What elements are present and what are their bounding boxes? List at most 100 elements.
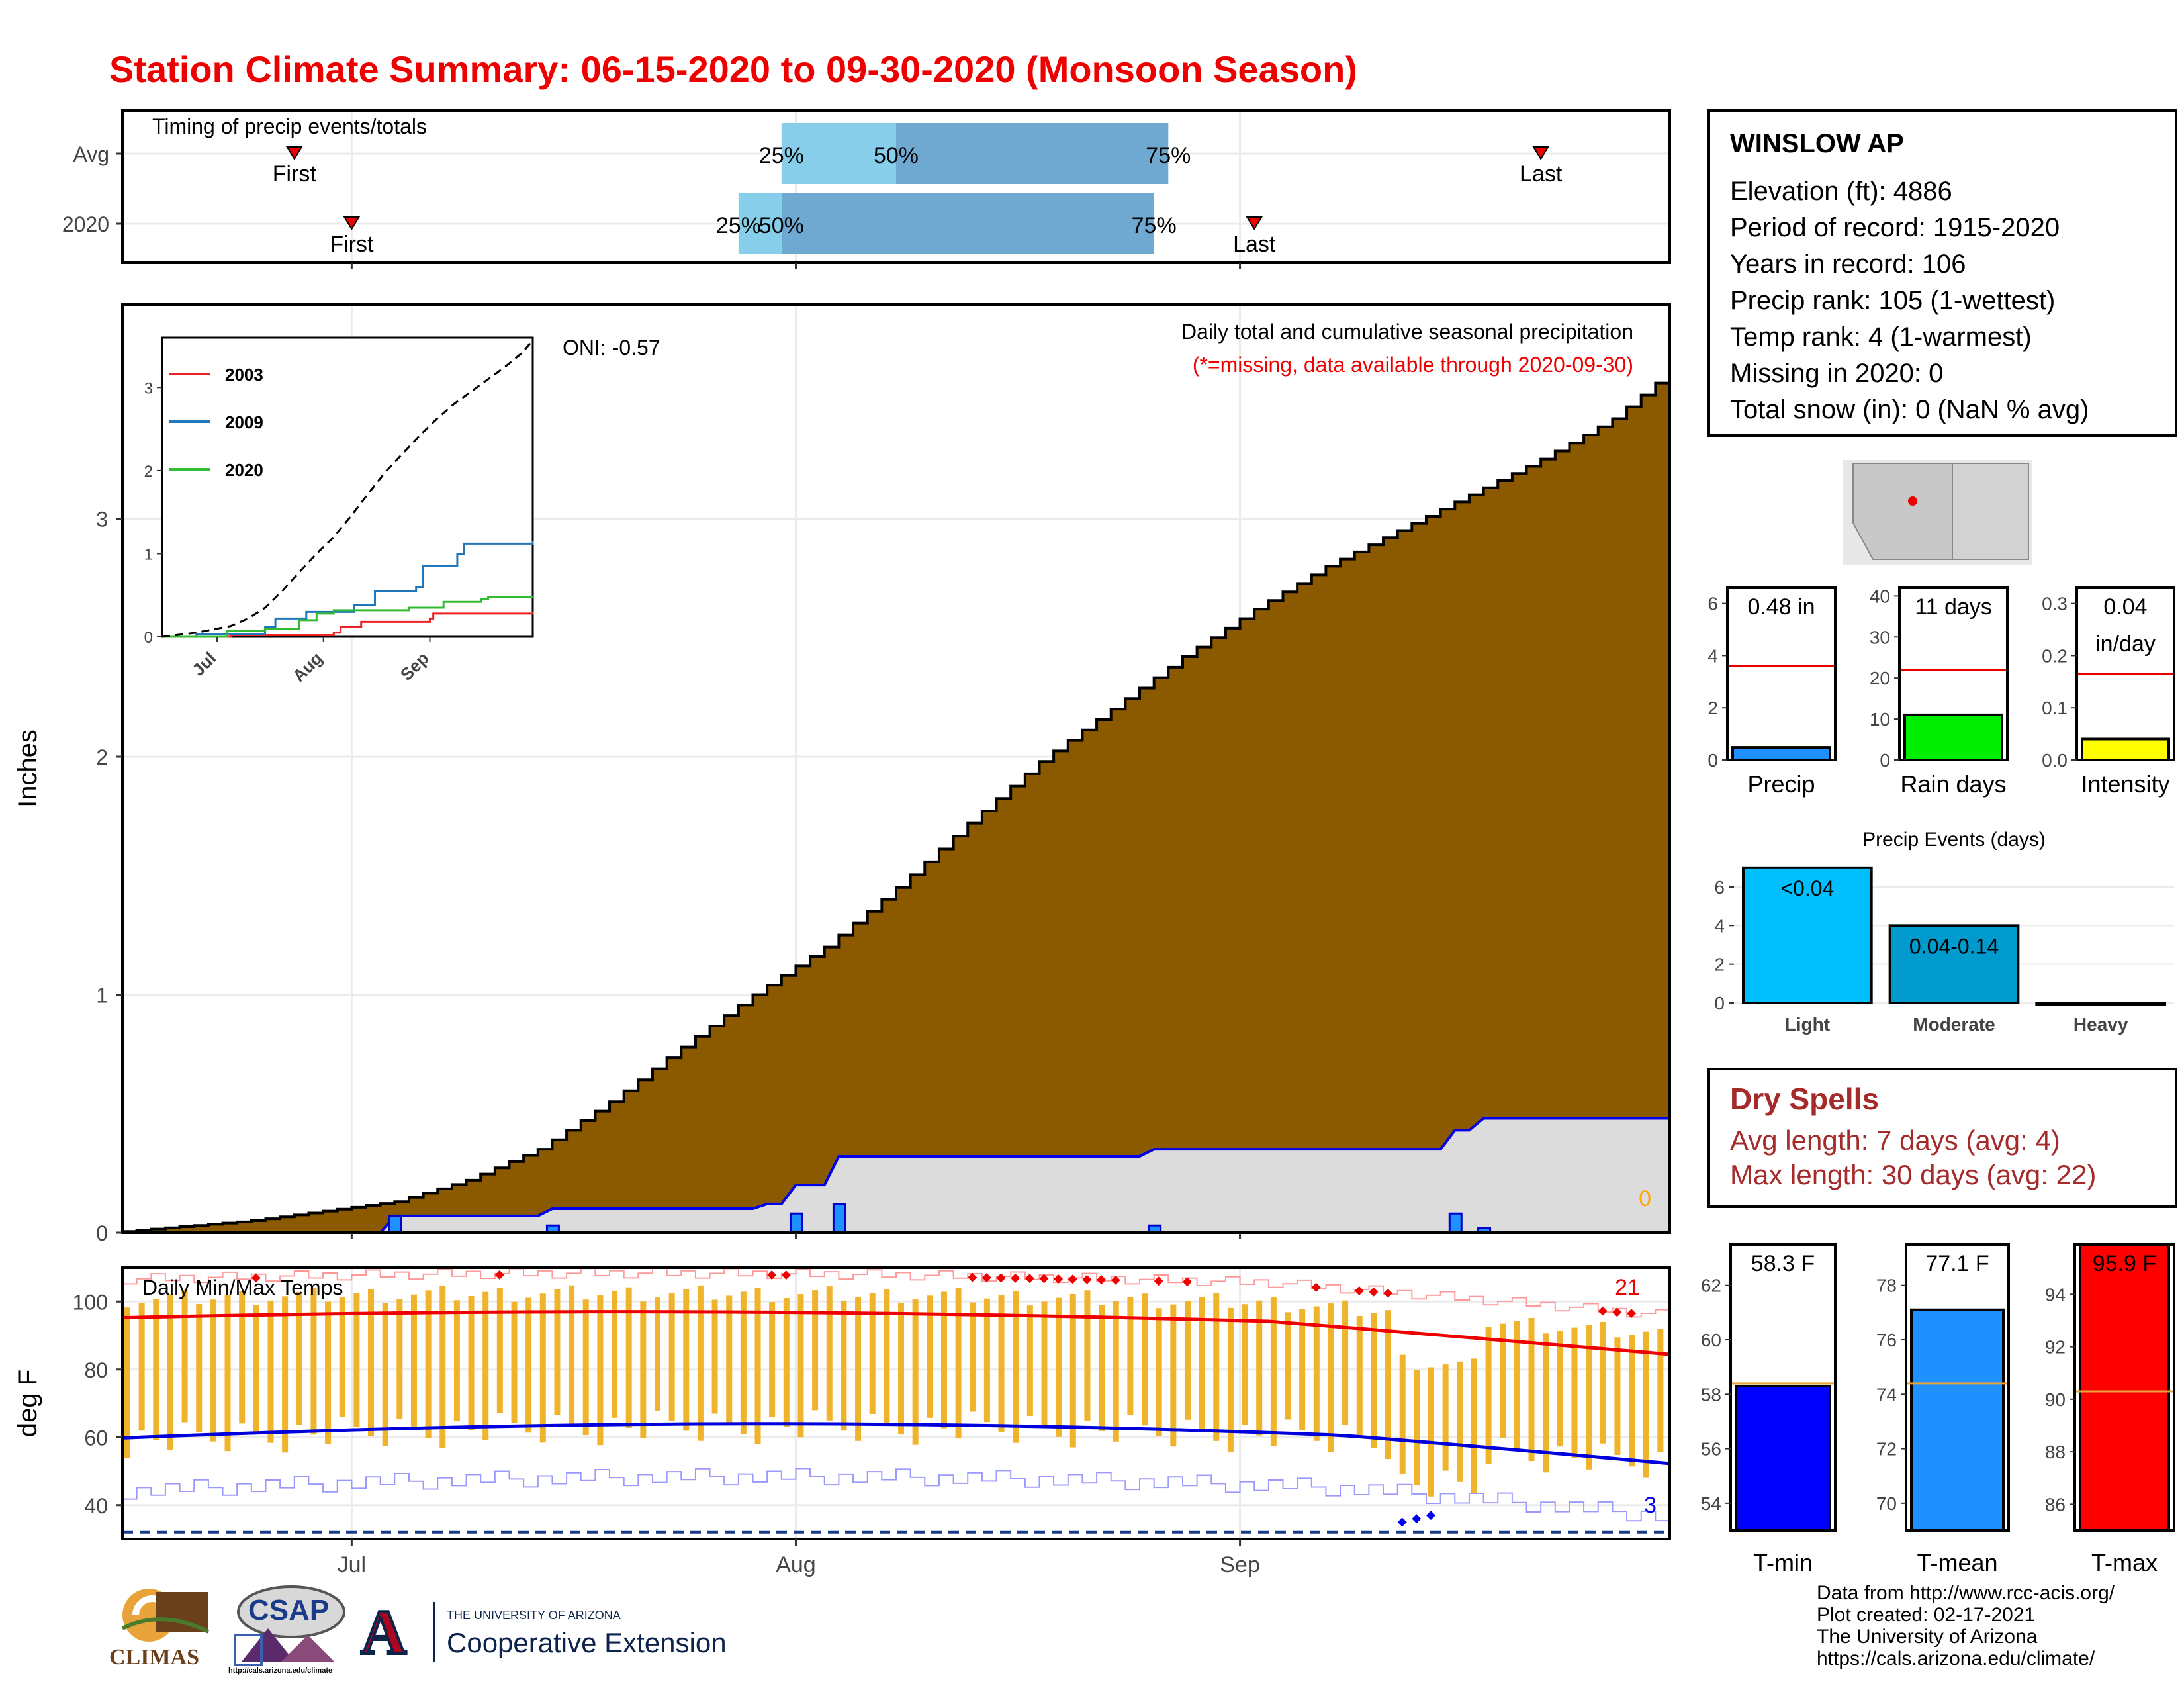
timing-border xyxy=(121,109,1671,264)
inset-border xyxy=(161,336,534,638)
y-tick-label: 100 xyxy=(73,1290,108,1314)
record-high-marker xyxy=(981,1272,991,1282)
temp-range-bar xyxy=(1013,1291,1019,1443)
y-tick-label: 40 xyxy=(84,1494,108,1518)
record-high-marker xyxy=(1311,1282,1321,1292)
station-line: Precip rank: 105 (1-wettest) xyxy=(1730,286,2056,315)
x-tick-label: Moderate xyxy=(1913,1014,1995,1035)
x-tick-label: Sep xyxy=(1220,1552,1260,1577)
panel-border xyxy=(2073,1243,2175,1532)
quartile-bar-high xyxy=(896,123,1169,184)
temp-range-bar xyxy=(1471,1358,1477,1493)
q50-label: 50% xyxy=(874,143,919,168)
temp-range-bar xyxy=(898,1303,904,1435)
temp-range-bar xyxy=(1385,1310,1392,1460)
temp-range-bar xyxy=(511,1301,518,1423)
daily-precip-bar xyxy=(1448,1212,1463,1234)
temp-range-bar xyxy=(1328,1303,1334,1452)
record-high-marker xyxy=(1354,1286,1364,1296)
last-marker xyxy=(1246,216,1263,230)
first-marker xyxy=(343,216,361,230)
record-high-marker xyxy=(1154,1276,1163,1286)
value-label: 11 days xyxy=(1915,594,1992,620)
credit-line: Data from http://www.rcc-acis.org/ xyxy=(1817,1582,2115,1604)
last-label: Last xyxy=(1233,232,1276,257)
current-cumulative-line xyxy=(122,1117,1670,1234)
tmean-panel: 77.1 F 70 72 74 76 78 T-mean xyxy=(1876,1243,2010,1576)
panel-border xyxy=(2075,586,2175,761)
inset-average-line xyxy=(161,339,534,638)
temp-range-bar xyxy=(998,1294,1005,1432)
temp-range-bar xyxy=(1371,1313,1377,1448)
y-tick-label: 2 xyxy=(1707,698,1718,718)
record-low-count: 3 xyxy=(1644,1493,1657,1518)
temp-range-bar xyxy=(138,1303,145,1431)
x-tick-label: Jul xyxy=(338,1552,366,1577)
temp-range-bar xyxy=(267,1300,274,1443)
event-bar xyxy=(1888,924,2020,1005)
record-max-line xyxy=(122,1268,1670,1318)
row-label: Avg xyxy=(73,142,109,166)
record-high-marker xyxy=(1182,1277,1192,1287)
locator-map xyxy=(1843,460,2032,565)
value-label: 95.9 F xyxy=(2093,1251,2156,1276)
temp-range-bar xyxy=(1069,1293,1076,1448)
x-tick-label: Heavy xyxy=(2073,1014,2128,1035)
temp-range-bar xyxy=(955,1288,962,1439)
temp-range-bar xyxy=(1184,1300,1191,1420)
temps-title: Daily Min/Max Temps xyxy=(142,1276,343,1299)
temp-range-bar xyxy=(797,1294,804,1438)
temp-range-bar xyxy=(625,1287,632,1429)
y-tick-label: 0.3 xyxy=(2042,594,2068,614)
x-axis-label: T-mean xyxy=(1917,1549,1997,1576)
panel-border xyxy=(1905,1243,2010,1532)
record-high-marker xyxy=(1612,1307,1622,1317)
precip-border xyxy=(121,303,1671,1234)
record-high-marker xyxy=(1383,1288,1393,1298)
credits: Data from http://www.rcc-acis.org/ Plot … xyxy=(1817,1582,2115,1669)
value-bar xyxy=(2081,737,2170,762)
temp-range-bar xyxy=(912,1299,919,1445)
station-info-box: WINSLOW AP Elevation (ft): 4886 Period o… xyxy=(1707,109,2177,437)
daily-precip-bar xyxy=(388,1215,402,1234)
inset-legend-label: 2009 xyxy=(225,412,263,432)
y-tick-label: 0.1 xyxy=(2042,698,2068,718)
temp-range-bar xyxy=(754,1288,761,1444)
temp-range-bar xyxy=(1600,1321,1606,1444)
temp-range-bar xyxy=(1270,1297,1277,1446)
temp-range-bar xyxy=(869,1293,876,1414)
temp-range-bar xyxy=(410,1294,417,1429)
temp-range-bar xyxy=(1084,1290,1091,1421)
precip-title: Daily total and cumulative seasonal prec… xyxy=(1181,320,1633,344)
record-high-marker xyxy=(1011,1273,1021,1283)
event-bar xyxy=(2035,1002,2166,1006)
missing-count: 0 xyxy=(1639,1186,1651,1211)
record-high-marker xyxy=(1082,1274,1092,1284)
last-label: Last xyxy=(1520,162,1563,187)
row-label: 2020 xyxy=(62,212,109,236)
temp-range-bar xyxy=(1170,1304,1177,1447)
temp-range-bar xyxy=(612,1291,618,1418)
value-label: in/day xyxy=(2095,632,2156,657)
station-name: WINSLOW AP xyxy=(1730,129,1904,158)
daily-precip-bar xyxy=(789,1212,803,1234)
y-axis-label: Inches xyxy=(13,729,42,808)
y-tick-label: 4 xyxy=(1714,915,1725,936)
temp-range-bar xyxy=(697,1285,704,1441)
temp-range-bar xyxy=(1342,1300,1349,1425)
quartile-bar-low xyxy=(738,193,782,254)
precip-main-panel: Daily total and cumulative seasonal prec… xyxy=(13,303,1671,1245)
q50-label: 50% xyxy=(759,213,804,238)
daily-precip-bar xyxy=(832,1203,846,1234)
temp-range-bar xyxy=(983,1298,990,1423)
dry-spells-line: Avg length: 7 days (avg: 4) xyxy=(1730,1125,2060,1156)
panel-border xyxy=(1726,586,1837,761)
y-tick-label: 1 xyxy=(96,984,108,1008)
record-high-marker xyxy=(1627,1309,1637,1319)
avg-tmin-line xyxy=(122,1422,1670,1466)
timing-title: Timing of precip events/totals xyxy=(152,115,427,138)
ua-logo-small-text: THE UNIVERSITY OF ARIZONA xyxy=(447,1609,621,1622)
temp-range-bar xyxy=(855,1296,862,1441)
temp-range-bar xyxy=(1199,1297,1205,1430)
temp-range-bar xyxy=(1313,1306,1320,1441)
